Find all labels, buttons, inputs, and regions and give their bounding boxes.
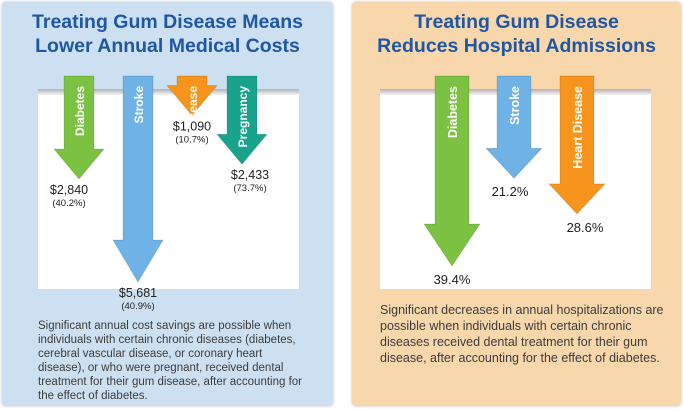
admissions-chart: Diabetes 39.4% Stroke 21.2% Heart Disease 28.…	[423, 75, 607, 287]
pregnancy-value-label: $2,433	[231, 168, 269, 182]
diabetes-label: Diabetes	[446, 86, 460, 138]
pregnancy-bar	[215, 75, 269, 166]
right-title-line-2: Reduces Hospital Admissions	[377, 35, 656, 57]
diabetes-bar	[423, 75, 481, 267]
bar-heart-disease	[165, 75, 219, 117]
heart-disease-bar	[165, 75, 219, 117]
heart-disease-percent-label: (10.7%)	[175, 135, 208, 146]
bar-diabetes	[423, 75, 481, 267]
right-title: Treating Gum Disease Reduces Hospital Ad…	[352, 10, 681, 58]
left-title-line-2: Lower Annual Medical Costs	[35, 35, 300, 57]
bar-pregnancy	[215, 75, 269, 166]
bar-diabetes	[52, 75, 106, 180]
heart-disease-value-label: 28.6%	[567, 220, 604, 235]
stroke-label: Stroke	[132, 86, 146, 124]
right-panel: Treating Gum Disease Reduces Hospital Ad…	[352, 2, 681, 406]
stroke-bar	[112, 75, 164, 283]
left-description: Significant annual cost savings are poss…	[38, 320, 302, 402]
stroke-value-label: $5,681	[119, 286, 157, 300]
diabetes-value-label: 39.4%	[434, 272, 471, 287]
left-panel: Treating Gum Disease Means Lower Annual …	[2, 2, 333, 406]
heart-disease-bar	[547, 75, 607, 215]
stroke-value-label: 21.2%	[492, 184, 529, 199]
diabetes-label: Diabetes	[73, 86, 87, 136]
pregnancy-percent-label: (73.7%)	[233, 183, 266, 194]
diabetes-percent-label: (40.2%)	[52, 198, 85, 209]
left-title-line-1: Treating Gum Disease Means	[32, 11, 303, 33]
stroke-label: Stroke	[508, 86, 522, 125]
bar-stroke	[112, 75, 164, 283]
pregnancy-label: Pregnancy	[236, 86, 250, 148]
bar-heart-disease	[547, 75, 607, 215]
bar-stroke	[484, 75, 544, 179]
stroke-percent-label: (40.9%)	[121, 301, 154, 312]
heart-disease-label: Heart Disease	[186, 86, 200, 166]
diabetes-bar	[52, 75, 106, 180]
right-description: Significant decreases in annual hospital…	[380, 303, 664, 365]
right-title-line-1: Treating Gum Disease	[414, 11, 619, 33]
heart-disease-value-label: $1,090	[173, 120, 211, 134]
diabetes-value-label: $2,840	[50, 183, 88, 197]
cost-chart: Diabetes $2,840(40.2%) Stroke $5,681(40.9%)…	[50, 75, 269, 312]
heart-disease-label: Heart Disease	[571, 86, 585, 169]
stroke-bar	[484, 75, 544, 179]
left-title: Treating Gum Disease Means Lower Annual …	[2, 10, 333, 58]
